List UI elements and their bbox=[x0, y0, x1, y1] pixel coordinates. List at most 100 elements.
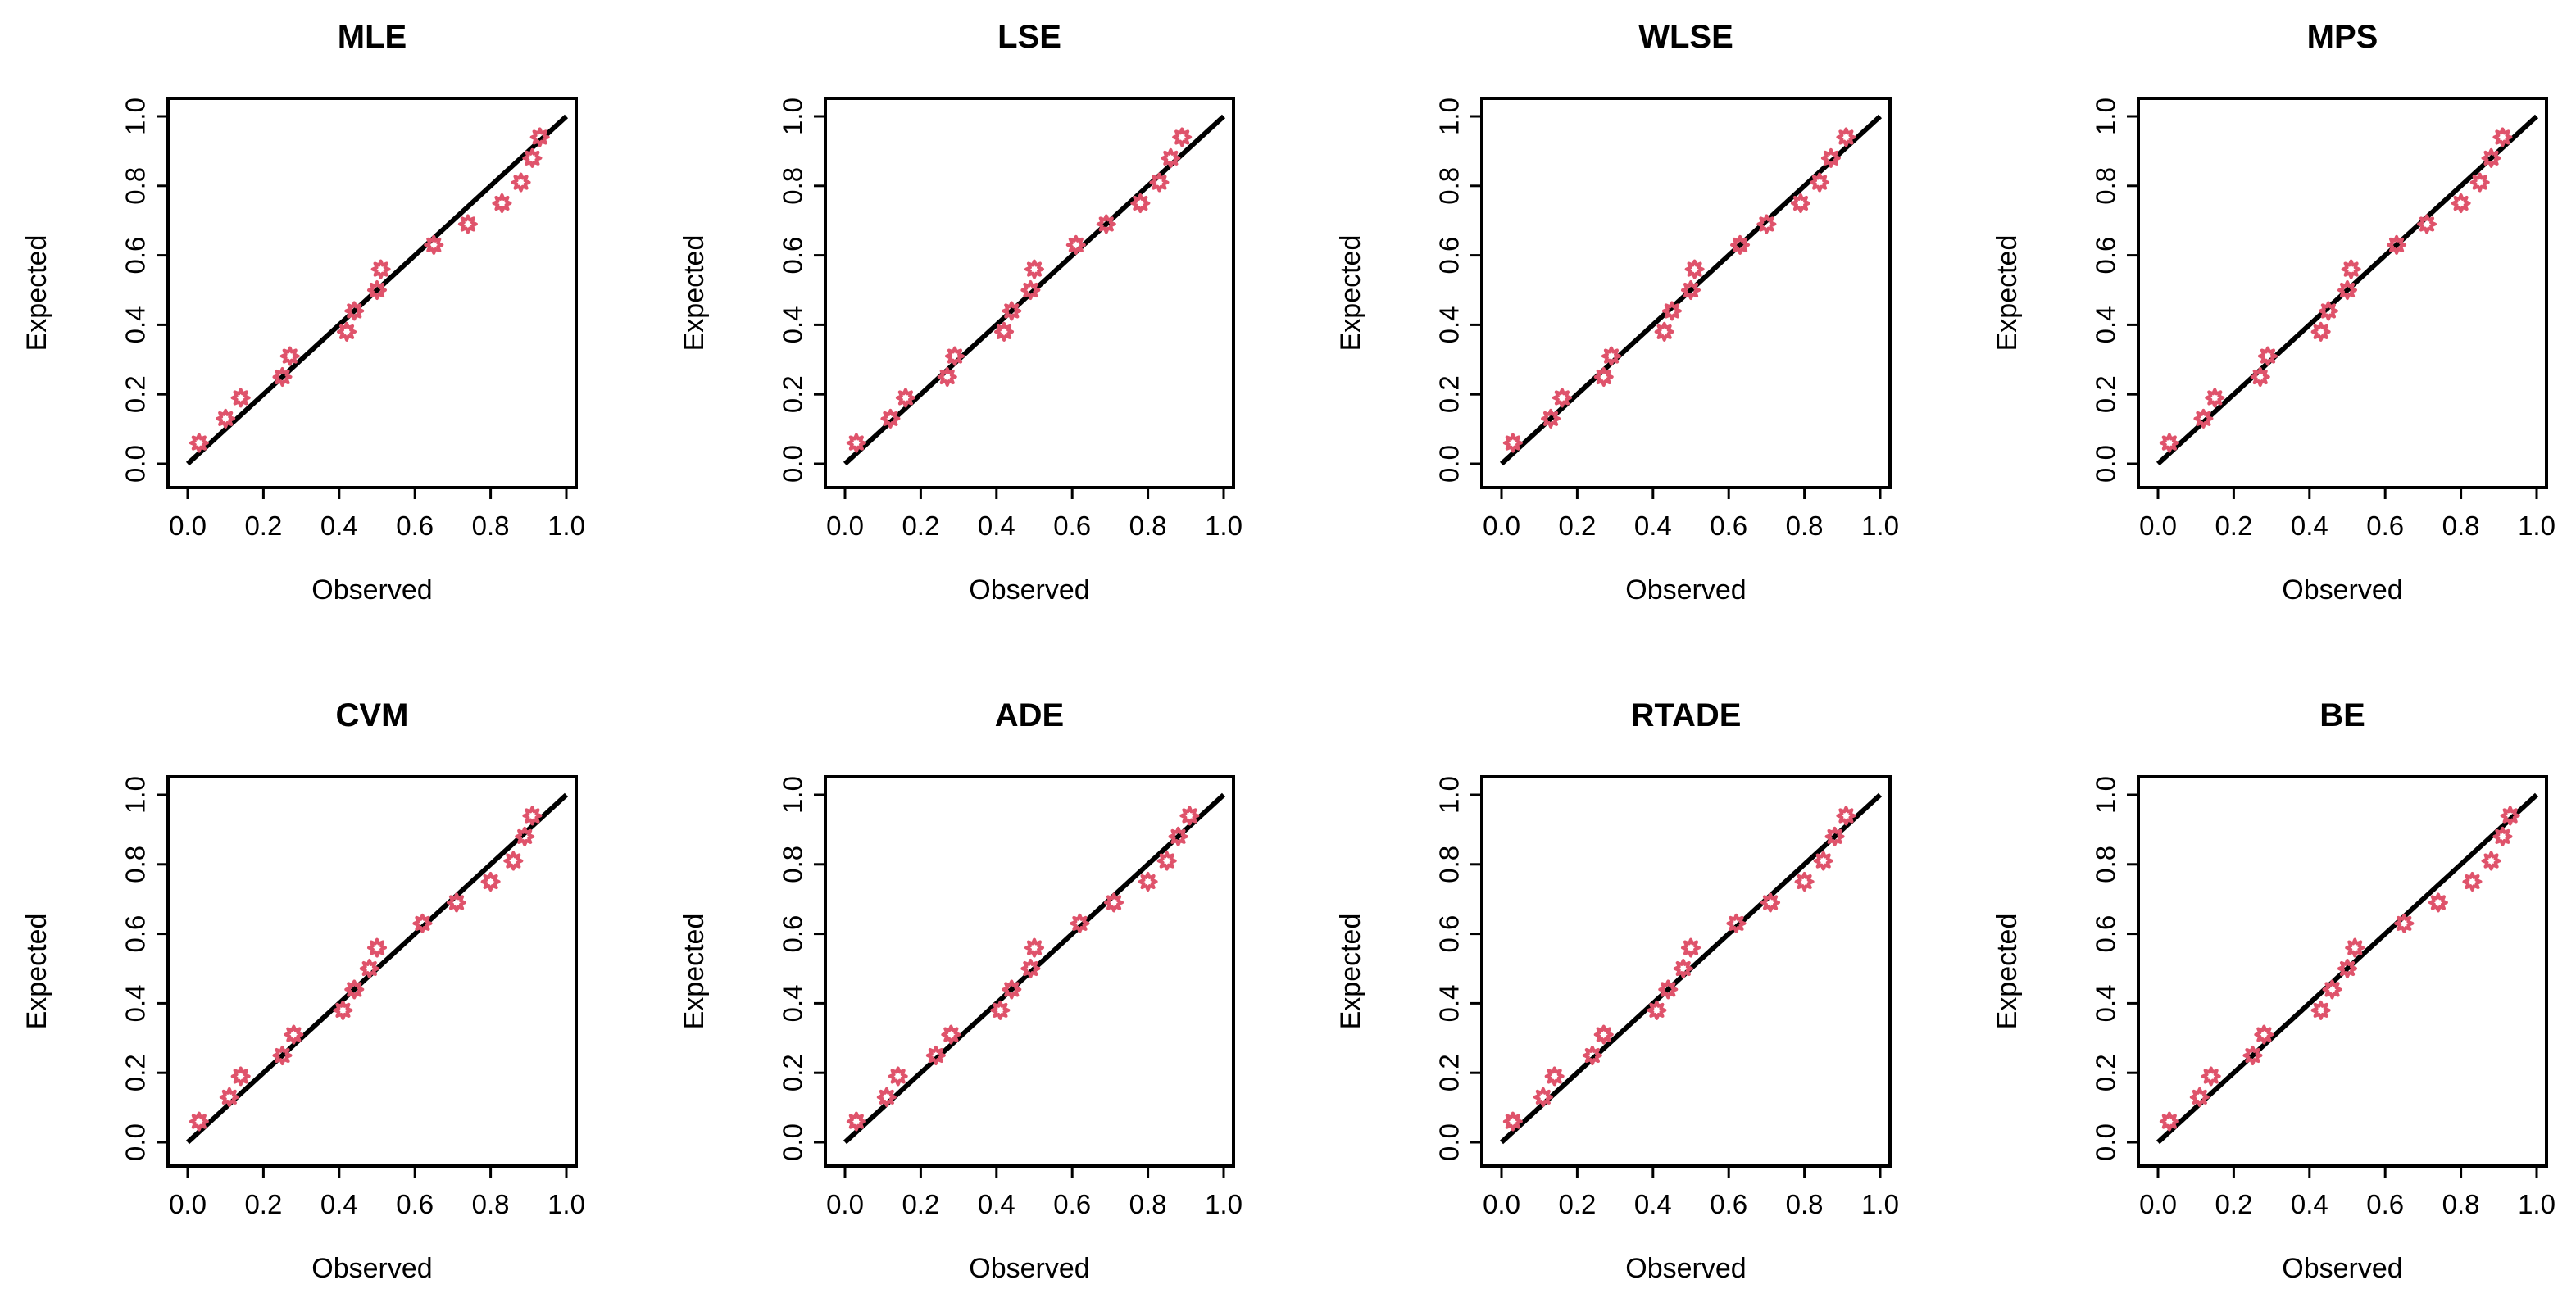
data-point bbox=[895, 388, 915, 408]
data-point bbox=[2387, 234, 2407, 255]
x-tick-label: 0.8 bbox=[1129, 1189, 1167, 1219]
y-axis-label: Expected bbox=[21, 914, 52, 1030]
x-tick-label: 0.4 bbox=[2291, 511, 2328, 541]
data-point bbox=[1130, 193, 1151, 213]
x-tick-label: 0.6 bbox=[2366, 1189, 2404, 1219]
data-point bbox=[2451, 193, 2471, 213]
y-tick-label: 1.0 bbox=[120, 98, 151, 135]
y-tick-label: 0.2 bbox=[2091, 375, 2121, 413]
x-tick-label: 0.2 bbox=[1558, 511, 1596, 541]
data-point bbox=[2310, 1000, 2331, 1020]
data-point bbox=[1024, 937, 1044, 958]
data-point bbox=[2318, 301, 2338, 321]
plot-frame bbox=[166, 97, 578, 489]
x-tick-label: 1.0 bbox=[1205, 1189, 1243, 1219]
data-point bbox=[515, 826, 535, 846]
x-tick-label: 1.0 bbox=[1861, 1189, 1899, 1219]
data-point bbox=[230, 388, 251, 408]
x-tick-label: 0.2 bbox=[2215, 1189, 2252, 1219]
y-tick-label: 0.2 bbox=[1434, 1054, 1465, 1092]
x-tick-label: 0.8 bbox=[1786, 1189, 1824, 1219]
data-point bbox=[1533, 1087, 1553, 1107]
reference-line bbox=[2156, 114, 2539, 466]
data-point bbox=[1002, 301, 1022, 321]
y-tick-label: 0.6 bbox=[120, 915, 151, 953]
data-point bbox=[370, 259, 391, 279]
data-point bbox=[2337, 959, 2357, 978]
data-point bbox=[1172, 127, 1193, 148]
x-tick-label: 0.4 bbox=[2291, 1189, 2328, 1219]
data-point bbox=[367, 937, 387, 958]
data-point bbox=[2201, 1066, 2221, 1087]
y-tick-label: 0.2 bbox=[2091, 1054, 2121, 1092]
x-tick-label: 0.0 bbox=[169, 1189, 207, 1219]
x-tick-label: 1.0 bbox=[547, 1189, 585, 1219]
data-point bbox=[1138, 872, 1158, 892]
data-point bbox=[359, 959, 379, 978]
data-point bbox=[888, 1066, 908, 1087]
data-point bbox=[2250, 367, 2270, 387]
data-point bbox=[944, 346, 965, 366]
x-tick-label: 1.0 bbox=[2518, 511, 2556, 541]
y-axis-label: Expected bbox=[21, 235, 52, 352]
panel-rtade: RTADE 0.0 0.0 0.2 0.2 0.4 0.4 0.6 0.6 0.8 0.8 1.0 1.… bbox=[1335, 697, 1899, 1284]
data-point bbox=[2345, 937, 2365, 958]
x-tick-label: 0.6 bbox=[1710, 511, 1747, 541]
y-axis-label: Expected bbox=[1992, 235, 2023, 352]
data-point bbox=[1756, 214, 1777, 234]
data-point bbox=[2159, 433, 2179, 453]
plot-frame bbox=[1480, 775, 1892, 1168]
panel-title: CVM bbox=[336, 697, 409, 733]
y-tick-label: 0.4 bbox=[778, 306, 808, 343]
x-axis-label: Observed bbox=[311, 1253, 432, 1284]
panel-wlse: WLSE 0.0 0.0 0.2 0.2 0.4 0.4 0.6 0.6 0.8 0.8 1.0 1.0… bbox=[1335, 19, 1899, 606]
y-tick-label: 0.8 bbox=[1434, 846, 1465, 883]
y-tick-label: 1.0 bbox=[1434, 98, 1465, 135]
data-point bbox=[846, 1111, 866, 1132]
data-point bbox=[1161, 148, 1181, 168]
x-tick-label: 0.0 bbox=[1483, 511, 1520, 541]
data-point bbox=[2337, 280, 2357, 300]
panel-lse: LSE 0.0 0.0 0.2 0.2 0.4 0.4 0.6 0.6 0.8 0.8 1.0 1.0 O… bbox=[679, 19, 1243, 606]
x-tick-label: 0.4 bbox=[1634, 511, 1672, 541]
data-point bbox=[503, 851, 524, 871]
x-tick-label: 0.0 bbox=[2139, 511, 2177, 541]
panel-be: BE 0.0 0.0 0.2 0.2 0.4 0.4 0.6 0.6 0.8 0.8 1.0 1.0 Ob… bbox=[1992, 697, 2556, 1284]
x-tick-label: 1.0 bbox=[1861, 511, 1899, 541]
plot-frame bbox=[2137, 775, 2548, 1168]
y-tick-label: 0.2 bbox=[778, 1054, 808, 1092]
x-tick-label: 0.6 bbox=[396, 1189, 434, 1219]
y-tick-label: 0.4 bbox=[2091, 306, 2121, 343]
plot-frame bbox=[824, 97, 1235, 489]
x-tick-label: 0.4 bbox=[978, 1189, 1015, 1219]
data-point bbox=[480, 872, 501, 892]
data-point bbox=[189, 1111, 209, 1132]
data-point bbox=[1836, 806, 1856, 826]
x-tick-label: 0.2 bbox=[902, 1189, 939, 1219]
x-axis-label: Observed bbox=[2282, 1253, 2402, 1284]
y-axis-label: Expected bbox=[1992, 914, 2023, 1030]
y-tick-label: 0.6 bbox=[1434, 237, 1465, 275]
data-point bbox=[1654, 321, 1674, 342]
y-tick-label: 0.0 bbox=[120, 1123, 151, 1161]
data-point bbox=[1156, 851, 1177, 871]
data-point bbox=[2492, 127, 2513, 148]
panel-mle: MLE 0.0 0.0 0.2 0.2 0.4 0.4 0.6 0.6 0.8 0.8 1.0 1.0 O… bbox=[21, 19, 585, 606]
x-tick-label: 1.0 bbox=[1205, 511, 1243, 541]
data-point bbox=[2193, 408, 2214, 429]
data-point bbox=[2242, 1046, 2263, 1065]
data-point bbox=[412, 913, 433, 933]
y-tick-label: 0.6 bbox=[1434, 915, 1465, 953]
data-point bbox=[1065, 234, 1086, 255]
data-point bbox=[279, 346, 300, 366]
data-point bbox=[1149, 172, 1170, 193]
y-tick-label: 0.8 bbox=[778, 846, 808, 883]
data-point bbox=[2500, 806, 2520, 826]
reference-line bbox=[843, 114, 1226, 466]
data-point bbox=[1024, 259, 1044, 279]
y-tick-label: 0.4 bbox=[1434, 984, 1465, 1022]
x-tick-label: 0.0 bbox=[826, 1189, 864, 1219]
data-point bbox=[447, 892, 467, 913]
data-point bbox=[1794, 872, 1815, 892]
x-axis-label: Observed bbox=[311, 574, 432, 606]
